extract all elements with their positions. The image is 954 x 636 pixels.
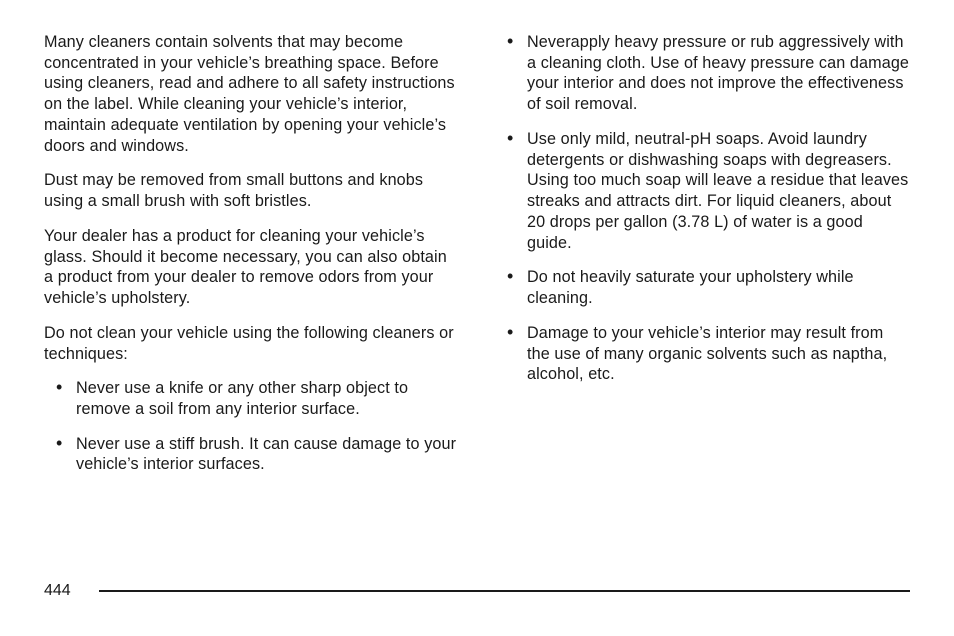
bullet-item: Damage to your vehicle’s interior may re… (527, 323, 910, 385)
body-paragraph: Many cleaners contain solvents that may … (44, 32, 459, 156)
page-footer: 444 (44, 582, 910, 600)
two-column-layout: Many cleaners contain solvents that may … (44, 32, 910, 489)
bullet-list: Neverapply heavy pressure or rub aggress… (495, 32, 910, 385)
body-paragraph: Your dealer has a product for cleaning y… (44, 226, 459, 309)
bullet-list: Never use a knife or any other sharp obj… (44, 378, 459, 475)
footer-rule (99, 590, 910, 592)
body-paragraph: Do not clean your vehicle using the foll… (44, 323, 459, 364)
page-number: 444 (44, 582, 71, 600)
document-page: Many cleaners contain solvents that may … (0, 0, 954, 636)
right-column: Neverapply heavy pressure or rub aggress… (495, 32, 910, 489)
left-column: Many cleaners contain solvents that may … (44, 32, 459, 489)
bullet-item: Neverapply heavy pressure or rub aggress… (527, 32, 910, 115)
bullet-item: Use only mild, neutral-pH soaps. Avoid l… (527, 129, 910, 253)
body-paragraph: Dust may be removed from small buttons a… (44, 170, 459, 211)
bullet-item: Do not heavily saturate your upholstery … (527, 267, 910, 308)
bullet-item: Never use a stiff brush. It can cause da… (76, 434, 459, 475)
bullet-item: Never use a knife or any other sharp obj… (76, 378, 459, 419)
